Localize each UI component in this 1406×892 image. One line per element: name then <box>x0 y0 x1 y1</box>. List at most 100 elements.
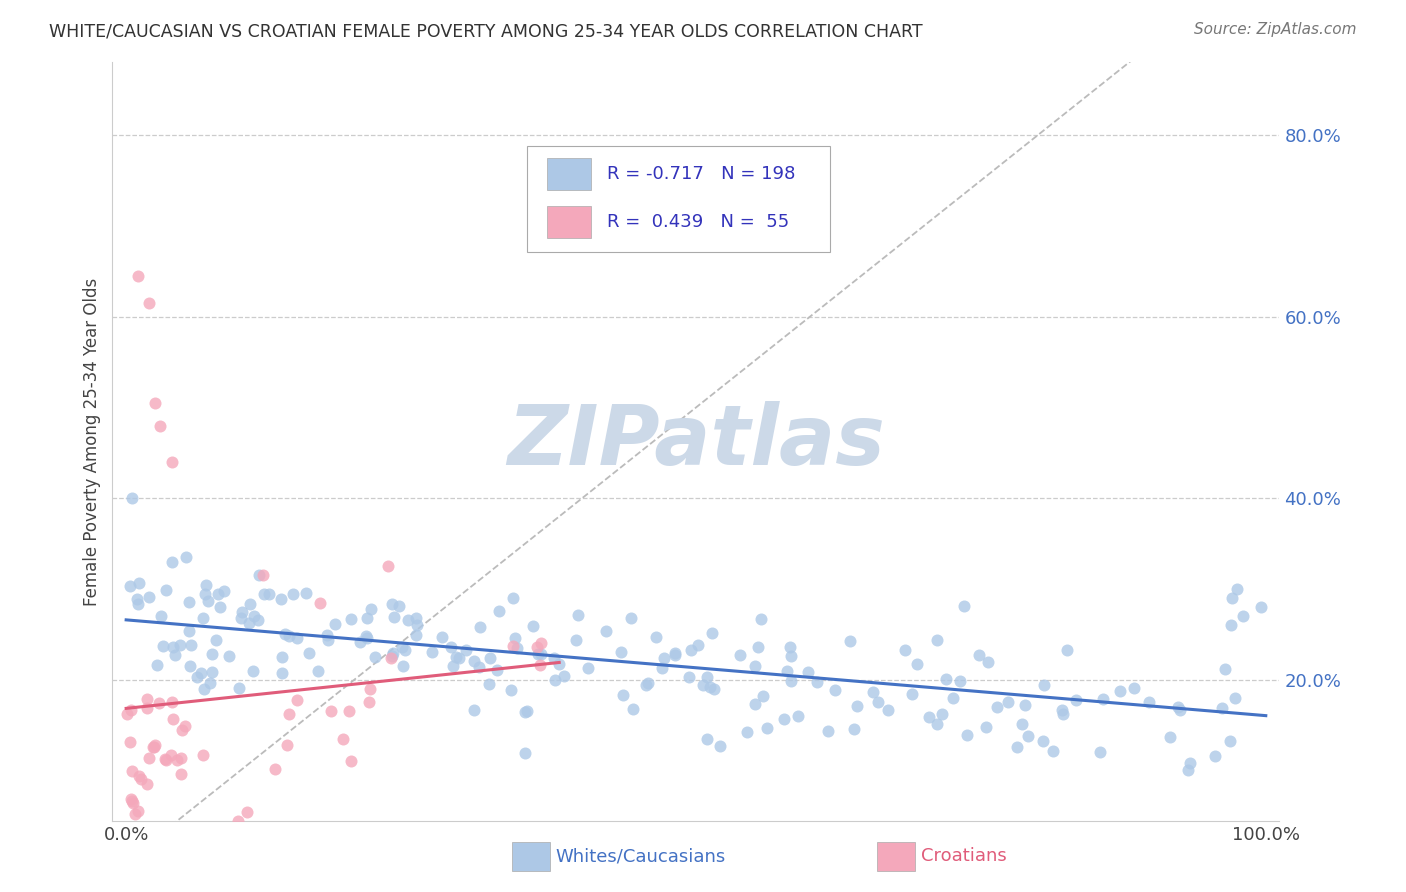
Point <box>779 640 801 655</box>
Point <box>319 704 342 718</box>
Point <box>637 675 659 690</box>
Point <box>204 633 226 648</box>
Point <box>143 738 166 752</box>
Point <box>503 632 526 646</box>
Point <box>218 648 240 663</box>
Point <box>862 685 884 699</box>
Point <box>636 678 658 692</box>
Point <box>544 673 567 688</box>
Point <box>942 691 965 706</box>
Point <box>846 698 869 713</box>
Point <box>430 630 453 644</box>
Point <box>242 664 264 678</box>
Point <box>270 591 292 606</box>
Point <box>298 646 321 660</box>
Text: R =  0.439   N =  55: R = 0.439 N = 55 <box>607 212 790 231</box>
Point <box>186 670 208 684</box>
Point <box>1250 600 1272 615</box>
Text: Source: ZipAtlas.com: Source: ZipAtlas.com <box>1194 22 1357 37</box>
Point <box>645 630 668 644</box>
Point <box>394 643 416 657</box>
Point <box>236 805 259 819</box>
Point <box>513 746 536 760</box>
Point <box>176 549 198 564</box>
Point <box>264 762 287 776</box>
Point <box>195 578 218 592</box>
Point <box>1014 698 1036 713</box>
Point <box>143 740 166 755</box>
Point <box>997 695 1019 709</box>
Point <box>124 807 146 822</box>
Point <box>1137 695 1160 709</box>
Point <box>949 674 972 689</box>
Point <box>772 712 794 726</box>
FancyBboxPatch shape <box>527 145 830 252</box>
Point <box>276 739 298 753</box>
Point <box>155 752 177 766</box>
Point <box>128 769 150 783</box>
Point <box>1213 662 1236 676</box>
Point <box>696 670 718 684</box>
Point <box>120 735 142 749</box>
Point <box>595 624 617 639</box>
Point <box>138 296 160 310</box>
Point <box>522 619 544 633</box>
Point <box>340 754 363 768</box>
Point <box>463 654 485 668</box>
Point <box>396 614 419 628</box>
Point <box>405 611 427 625</box>
Point <box>703 681 725 696</box>
Point <box>1011 716 1033 731</box>
Point <box>405 618 427 632</box>
Point <box>1223 690 1246 705</box>
Point <box>1211 700 1233 714</box>
Point <box>610 645 633 659</box>
Point <box>117 706 139 721</box>
Point <box>824 682 846 697</box>
Point <box>307 664 329 678</box>
Point <box>1017 730 1039 744</box>
Point <box>444 650 467 665</box>
Point <box>356 631 378 645</box>
Point <box>842 722 865 736</box>
Point <box>160 555 183 569</box>
Point <box>381 598 404 612</box>
Point <box>441 658 464 673</box>
Point <box>129 772 152 786</box>
Point <box>120 702 142 716</box>
Point <box>243 609 266 624</box>
Point <box>678 670 700 684</box>
Text: Croatians: Croatians <box>921 847 1007 865</box>
Point <box>405 628 427 642</box>
Point <box>1032 734 1054 748</box>
Point <box>1219 618 1241 632</box>
Point <box>359 695 381 709</box>
Point <box>967 648 990 662</box>
Point <box>274 627 297 641</box>
Point <box>381 648 404 663</box>
Point <box>467 659 489 673</box>
Point <box>1123 681 1146 695</box>
Point <box>679 643 702 657</box>
Point <box>120 791 142 805</box>
Point <box>349 635 371 649</box>
Point <box>529 658 551 673</box>
Point <box>787 708 810 723</box>
Point <box>468 620 491 634</box>
Point <box>868 695 890 709</box>
Point <box>239 597 262 611</box>
Point <box>752 690 775 704</box>
Point <box>193 681 215 696</box>
Point <box>356 610 378 624</box>
Point <box>506 641 529 656</box>
Point <box>696 732 718 747</box>
Point <box>1167 700 1189 714</box>
Point <box>166 753 188 767</box>
Point <box>925 633 948 648</box>
Point <box>749 612 772 626</box>
Point <box>900 687 922 701</box>
Point <box>382 646 405 660</box>
Point <box>194 587 217 601</box>
Point <box>931 706 953 721</box>
Point <box>1007 740 1029 755</box>
